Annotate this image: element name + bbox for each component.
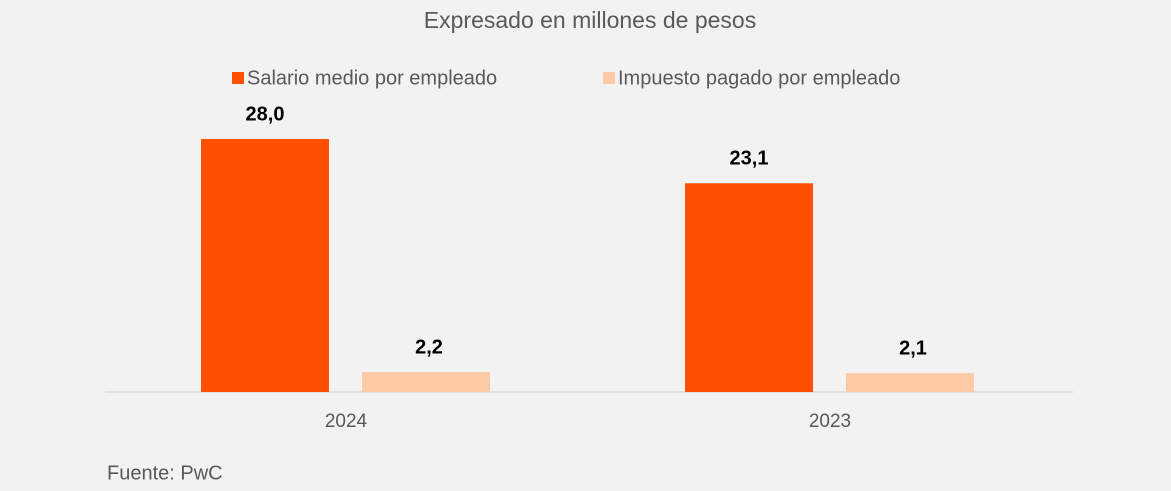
- bar: [685, 183, 813, 392]
- bar: [846, 373, 974, 392]
- value-label: 2,1: [899, 337, 927, 359]
- bar: [362, 372, 490, 392]
- x-tick-label: 2024: [325, 411, 368, 432]
- chart-title: Expresado en millones de pesos: [424, 7, 756, 33]
- x-tick-label: 2023: [809, 411, 851, 432]
- legend-label: Salario medio por empleado: [247, 67, 497, 89]
- legend-swatch: [232, 72, 244, 84]
- legend-label: Impuesto pagado por empleado: [618, 67, 900, 89]
- value-label: 2,2: [415, 336, 443, 358]
- legend-swatch: [603, 72, 615, 84]
- value-label: 23,1: [730, 148, 769, 170]
- bar: [201, 139, 329, 392]
- source-note: Fuente: PwC: [107, 462, 223, 484]
- value-label: 28,0: [246, 103, 285, 125]
